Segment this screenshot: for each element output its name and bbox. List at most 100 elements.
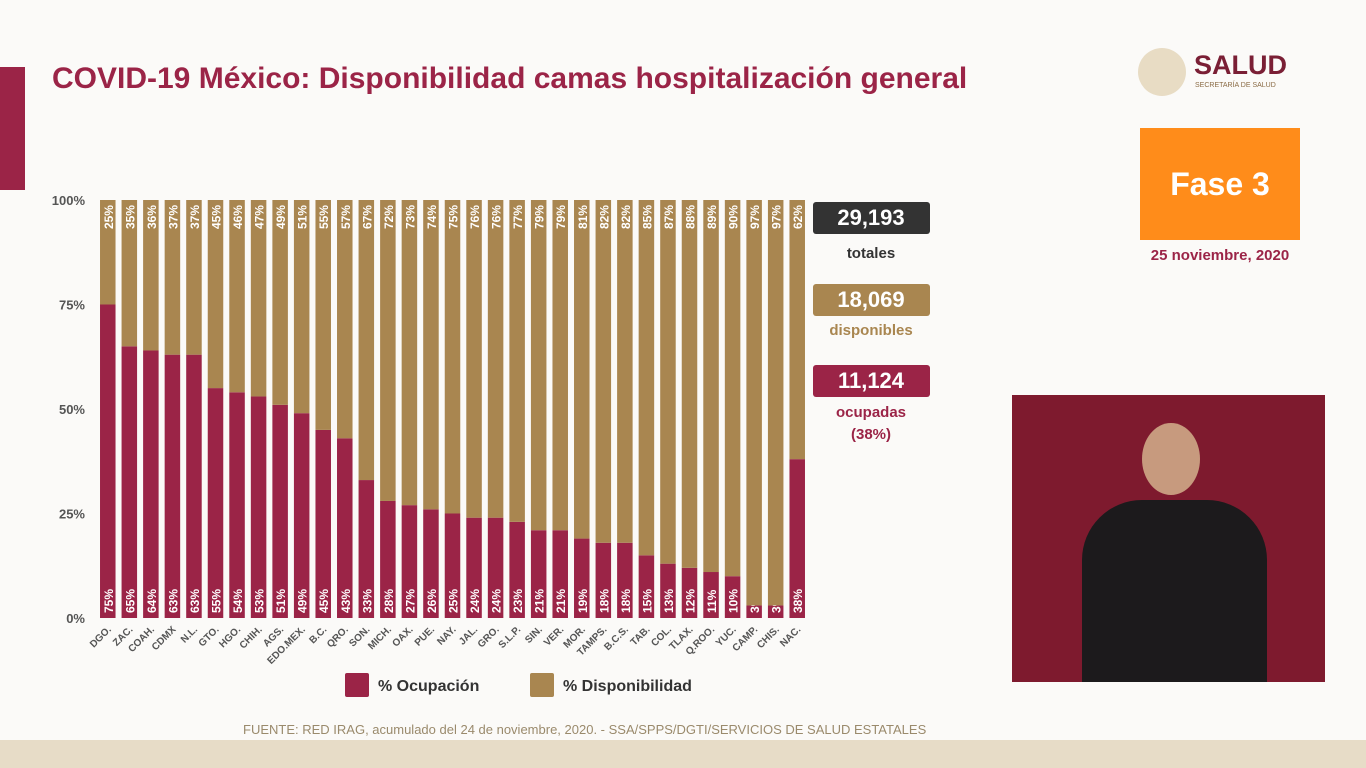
value-label: 46%	[231, 205, 245, 229]
value-label: 53%	[253, 589, 267, 613]
x-tick-label: CHIS.	[755, 624, 782, 651]
total: 29,193	[837, 205, 904, 230]
value-label: 11%	[705, 589, 719, 613]
legend-label: % Ocupación	[378, 678, 479, 695]
x-tick-label: OAX.	[390, 624, 415, 649]
value-label: 79%	[554, 205, 568, 229]
y-tick-label: 75%	[59, 298, 85, 313]
bar-segment	[466, 517, 482, 618]
bar-segment	[143, 200, 159, 351]
total-box	[813, 202, 930, 234]
value-label: 82%	[619, 205, 633, 229]
bar-segment	[746, 605, 762, 618]
bar-segment	[315, 429, 331, 618]
value-label: 25%	[102, 205, 116, 229]
y-tick-label: 50%	[59, 402, 85, 417]
occupied-pct: (38%)	[851, 426, 891, 443]
bar-segment	[509, 521, 525, 618]
bar-segment	[530, 200, 547, 531]
bar-segment	[530, 530, 547, 618]
source: FUENTE: RED IRAG, acumulado del 24 de no…	[243, 722, 927, 737]
value-label: 19%	[576, 589, 590, 613]
bar-segment	[617, 200, 633, 543]
bar-segment	[380, 200, 396, 501]
value-label: 21%	[554, 589, 568, 613]
value-label: 89%	[705, 205, 719, 229]
bar-segment	[358, 480, 375, 618]
value-label: 54%	[231, 589, 245, 613]
bar-segment	[767, 605, 784, 618]
x-tick-label: PUE.	[413, 624, 437, 648]
y-tick-label: 0%	[66, 611, 85, 626]
value-label: 51%	[274, 589, 288, 613]
x-tick-label: MICH.	[366, 624, 394, 652]
value-label: 51%	[296, 205, 310, 229]
bar-segment	[100, 304, 116, 618]
value-label: 45%	[210, 205, 224, 229]
value-label: 63%	[188, 589, 202, 613]
bar-segment	[229, 200, 245, 393]
value-label: 76%	[468, 205, 482, 229]
value-label: 85%	[640, 205, 654, 229]
bar-segment	[767, 200, 784, 606]
x-tick-label: NAY.	[435, 624, 458, 647]
value-label: 23%	[511, 589, 525, 613]
x-tick-label: TAB.	[629, 624, 653, 648]
value-label: 13%	[662, 589, 676, 613]
bar-segment	[121, 346, 138, 618]
available: 18,069	[837, 287, 904, 312]
value-label: 73%	[403, 205, 417, 229]
x-tick-label: DGO.	[88, 624, 114, 650]
bar-segment	[638, 200, 655, 556]
bar-segment	[143, 350, 159, 618]
phase-box: Fase 3	[1140, 128, 1300, 240]
bar-segment	[724, 200, 741, 577]
value-label: 75%	[102, 589, 116, 613]
bar-segment	[337, 200, 353, 439]
bar-segment	[100, 200, 116, 305]
bar-segment	[250, 396, 267, 618]
total-label: totales	[847, 245, 895, 262]
bar-segment	[186, 200, 202, 355]
bar-segment	[337, 438, 353, 618]
bar-segment	[186, 354, 202, 618]
bar-segment	[638, 555, 655, 618]
bar-segment	[380, 500, 396, 618]
value-label: 72%	[382, 205, 396, 229]
bar-segment	[293, 200, 310, 414]
x-tick-label: CDMX	[150, 624, 179, 653]
legend-swatch	[345, 673, 369, 697]
bar-segment	[746, 200, 762, 606]
value-label: 81%	[576, 205, 590, 229]
value-label: 24%	[468, 589, 482, 613]
bar-segment	[595, 542, 612, 618]
y-tick-label: 25%	[59, 507, 85, 522]
x-tick-label: GTO.	[197, 624, 222, 649]
value-label: 35%	[123, 205, 137, 229]
value-label: 55%	[210, 589, 224, 613]
bar-segment	[164, 354, 181, 618]
value-label: 37%	[188, 205, 202, 229]
value-label: 57%	[339, 205, 353, 229]
logo-subtitle: SECRETARÍA DE SALUD	[1195, 82, 1276, 89]
value-label: 74%	[425, 205, 439, 229]
value-label: 97%	[748, 205, 762, 229]
bar-segment	[164, 200, 181, 355]
head	[1142, 423, 1200, 495]
x-tick-label: GRO.	[476, 624, 502, 650]
date: 25 noviembre, 2020	[1150, 247, 1290, 264]
value-label: 76%	[490, 205, 504, 229]
bar-segment	[724, 576, 741, 618]
bar-segment	[574, 538, 590, 618]
value-label: 82%	[597, 205, 611, 229]
bar-segment	[617, 542, 633, 618]
occupied-label: ocupadas	[836, 404, 906, 421]
value-label: 33%	[360, 589, 374, 613]
bar-segment	[574, 200, 590, 539]
legend-label: % Disponibilidad	[563, 678, 692, 695]
value-label: 26%	[425, 589, 439, 613]
bar-segment	[466, 200, 482, 518]
body	[1082, 500, 1267, 682]
